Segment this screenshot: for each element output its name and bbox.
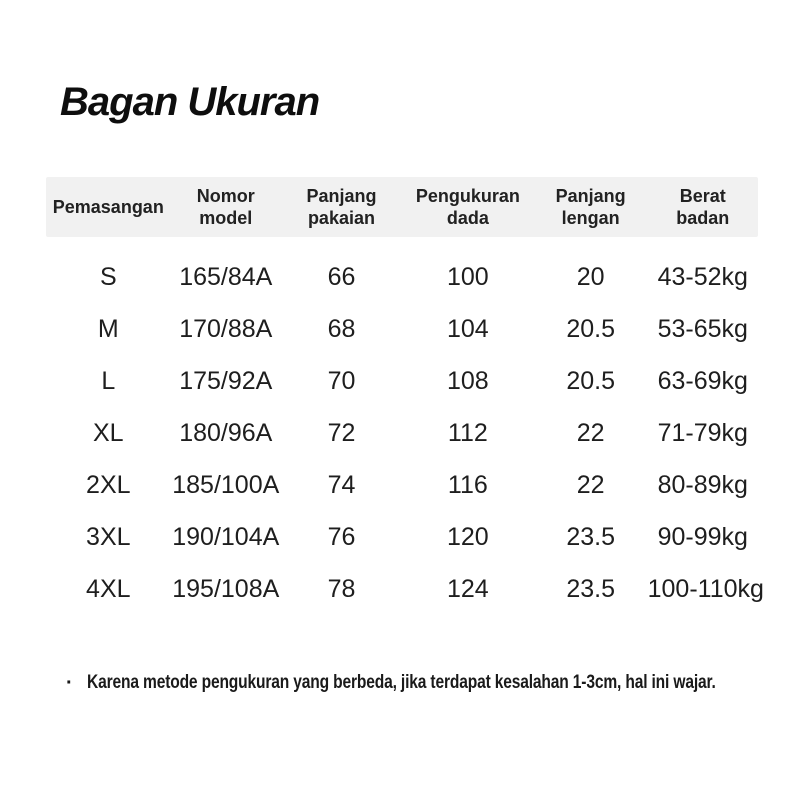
cell-sleeve-length: 20.5 xyxy=(566,314,615,343)
cell-chest: 108 xyxy=(446,366,489,395)
column-header-berat-badan: Berat badan xyxy=(676,186,730,228)
cell-size: 3XL xyxy=(86,522,131,551)
cell-model-number: 190/104A xyxy=(172,522,280,551)
column-header-nomor-model: Nomor model xyxy=(196,186,255,228)
table-body: S 165/84A 66 100 20 43-52kg M 170/88A 68… xyxy=(46,237,764,615)
cell-size: S xyxy=(99,262,117,291)
cell-size: 4XL xyxy=(86,574,131,603)
cell-sleeve-length: 20.5 xyxy=(566,366,615,395)
cell-chest: 120 xyxy=(446,522,489,551)
page-title: Bagan Ukuran xyxy=(60,80,320,124)
cell-weight: 43-52kg xyxy=(657,262,748,291)
cell-model-number: 185/100A xyxy=(172,470,280,499)
column-header-pengukuran-dada: Pengukuran dada xyxy=(415,186,520,228)
cell-weight: 80-89kg xyxy=(657,470,748,499)
table-row-2xl: 2XL 185/100A 74 116 22 80-89kg xyxy=(46,459,758,511)
size-chart-table: Pemasangan Nomor model Panjang pakaian P… xyxy=(46,177,764,615)
cell-model-number: 175/92A xyxy=(179,366,273,395)
cell-model-number: 170/88A xyxy=(179,314,273,343)
table-row-s: S 165/84A 66 100 20 43-52kg xyxy=(46,251,758,303)
footnote: · Karena metode pengukuran yang berbeda,… xyxy=(66,671,786,695)
cell-chest: 100 xyxy=(446,262,489,291)
cell-garment-length: 78 xyxy=(327,574,356,603)
cell-sleeve-length: 20 xyxy=(576,262,605,291)
cell-garment-length: 70 xyxy=(327,366,356,395)
table-row-4xl: 4XL 195/108A 78 124 23.5 100-110kg xyxy=(46,563,764,615)
cell-model-number: 180/96A xyxy=(179,418,273,447)
cell-model-number: 165/84A xyxy=(179,262,273,291)
column-header-panjang-pakaian: Panjang pakaian xyxy=(306,186,377,228)
cell-size: M xyxy=(97,314,119,343)
cell-model-number: 195/108A xyxy=(172,574,280,603)
cell-sleeve-length: 22 xyxy=(576,418,605,447)
cell-garment-length: 72 xyxy=(327,418,356,447)
footnote-text: Karena metode pengukuran yang berbeda, j… xyxy=(86,672,716,693)
cell-size: L xyxy=(101,366,116,395)
table-row-l: L 175/92A 70 108 20.5 63-69kg xyxy=(46,355,758,407)
cell-weight: 63-69kg xyxy=(657,366,748,395)
cell-garment-length: 66 xyxy=(327,262,356,291)
cell-weight: 53-65kg xyxy=(657,314,748,343)
cell-garment-length: 74 xyxy=(327,470,356,499)
cell-sleeve-length: 22 xyxy=(576,470,605,499)
cell-sleeve-length: 23.5 xyxy=(566,522,615,551)
cell-chest: 124 xyxy=(446,574,489,603)
table-row-3xl: 3XL 190/104A 76 120 23.5 90-99kg xyxy=(46,511,758,563)
cell-weight: 100-110kg xyxy=(647,574,764,603)
cell-chest: 116 xyxy=(447,470,488,499)
cell-chest: 112 xyxy=(447,418,488,447)
cell-sleeve-length: 23.5 xyxy=(566,574,615,603)
bullet-point: · xyxy=(66,672,73,694)
table-header-row: Pemasangan Nomor model Panjang pakaian P… xyxy=(46,177,758,237)
cell-size: XL xyxy=(93,418,124,447)
cell-chest: 104 xyxy=(446,314,489,343)
cell-garment-length: 76 xyxy=(327,522,356,551)
cell-size: 2XL xyxy=(86,470,131,499)
cell-weight: 71-79kg xyxy=(657,418,748,447)
column-header-pemasangan: Pemasangan xyxy=(52,197,164,217)
cell-weight: 90-99kg xyxy=(657,522,748,551)
table-row-m: M 170/88A 68 104 20.5 53-65kg xyxy=(46,303,758,355)
table-row-xl: XL 180/96A 72 112 22 71-79kg xyxy=(46,407,758,459)
column-header-panjang-lengan: Panjang lengan xyxy=(555,186,626,228)
cell-garment-length: 68 xyxy=(327,314,356,343)
